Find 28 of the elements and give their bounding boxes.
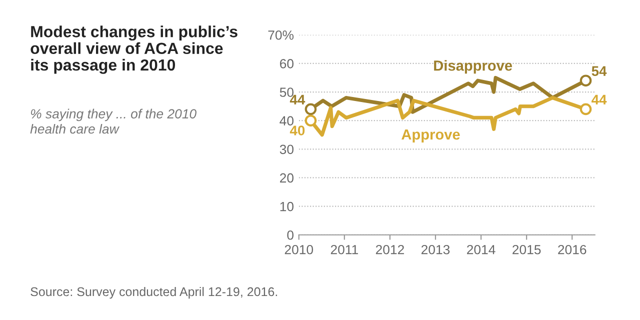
- source-note: Source: Survey conducted April 12-19, 2016.: [30, 286, 278, 299]
- data-label: 44: [592, 94, 607, 104]
- y-tick-label: 60: [280, 59, 294, 68]
- data-label: 44: [290, 94, 306, 104]
- x-tick-label: 2013: [421, 244, 450, 254]
- y-tick-label: 70%: [268, 30, 294, 40]
- x-tick-label: 2011: [330, 244, 358, 254]
- series-label: Approve: [402, 129, 460, 143]
- x-tick-label: 2015: [512, 244, 541, 254]
- data-label: 40: [290, 126, 305, 136]
- y-tick-label: 30: [280, 144, 294, 154]
- text: Modest changes in public’s overall view of ACA since its passage in 2010: [30, 26, 238, 74]
- text: % saying they ... of the 2010 health care law: [30, 108, 196, 134]
- y-tick-label: 40: [280, 116, 294, 126]
- y-tick-label: 0: [287, 230, 294, 240]
- point: [304, 114, 317, 126]
- point: [580, 74, 592, 86]
- x-tick-label: 2014: [467, 244, 496, 254]
- point: [304, 103, 317, 116]
- y-tick-label: 20: [280, 173, 294, 183]
- x-tick-label: 2016: [558, 244, 586, 254]
- x-tick-label: 2010: [284, 244, 314, 254]
- x-tick-label: 2012: [376, 244, 404, 254]
- series-label: Disapprove: [434, 60, 512, 74]
- point: [580, 103, 592, 116]
- y-tick-label: 50: [280, 88, 294, 97]
- data-label: 54: [592, 66, 607, 76]
- y-tick-label: 10: [280, 202, 294, 212]
